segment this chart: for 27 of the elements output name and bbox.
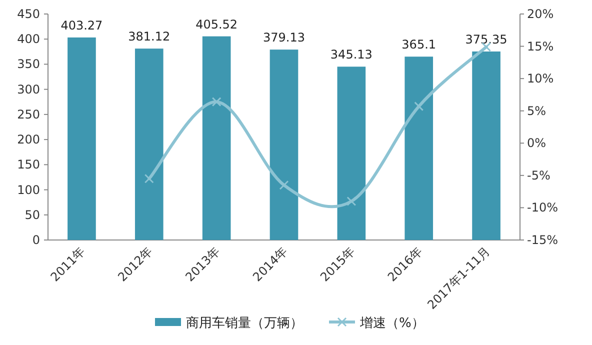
data-label: 379.13 xyxy=(263,30,305,45)
data-label: 375.35 xyxy=(465,32,508,46)
y2-tick-label: 0% xyxy=(527,136,546,150)
data-label: 381.12 xyxy=(128,30,170,44)
y-tick-label: 350 xyxy=(17,57,40,72)
y-tick-label: 150 xyxy=(17,158,40,172)
y-tick-label: 200 xyxy=(17,132,40,147)
data-label: 405.52 xyxy=(196,17,238,32)
y-tick-label: 0 xyxy=(32,233,40,247)
y2-tick-label: 10% xyxy=(527,72,554,86)
data-label: 345.13 xyxy=(330,48,372,62)
legend-label: 增速（%） xyxy=(359,316,424,331)
y-tick-label: 250 xyxy=(17,107,40,122)
data-label: 403.27 xyxy=(60,18,103,32)
y-tick-label: 450 xyxy=(17,7,40,21)
y2-tick-label: -5% xyxy=(527,168,550,182)
y-tick-label: 100 xyxy=(17,182,40,197)
y-tick-label: 400 xyxy=(17,32,40,46)
y2-tick-label: 5% xyxy=(527,104,546,118)
y-tick-label: 50 xyxy=(24,208,40,222)
y2-tick-label: -10% xyxy=(527,200,558,215)
y2-tick-label: 20% xyxy=(527,7,554,21)
data-label: 365.1 xyxy=(402,38,436,52)
y2-tick-label: -15% xyxy=(527,233,558,247)
legend-label: 商用车销量（万辆） xyxy=(186,316,303,331)
y2-tick-label: 15% xyxy=(527,39,554,54)
y-tick-label: 300 xyxy=(17,82,40,96)
